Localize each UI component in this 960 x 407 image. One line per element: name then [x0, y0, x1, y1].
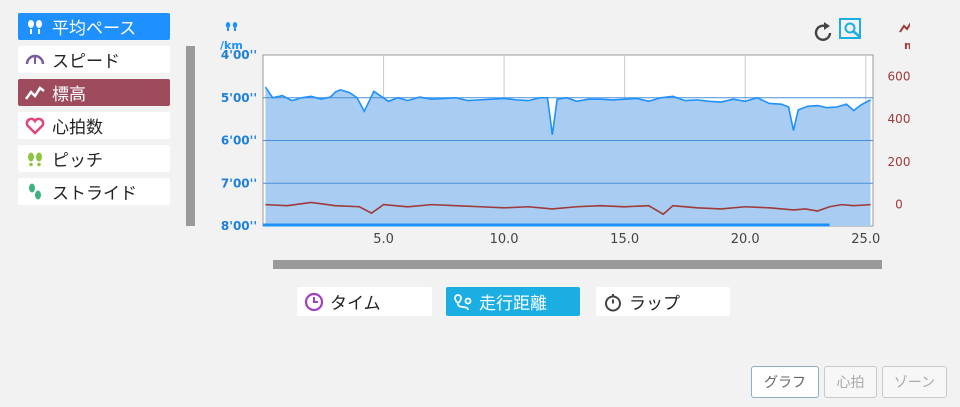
xmode-lap-button[interactable]: ラップ [596, 287, 730, 316]
route-icon [452, 291, 474, 313]
metric-cadence[interactable]: ピッチ [18, 145, 170, 172]
left-tick-label: 4'00'' [221, 48, 257, 62]
left-tick-label: 8'00'' [221, 219, 257, 233]
xmode-distance-button[interactable]: 走行距離 [446, 287, 580, 316]
right-axis-unit: m [904, 39, 910, 52]
pace-unit-icon [225, 22, 238, 31]
stopwatch-icon [602, 291, 624, 313]
left-tick-label: 6'00'' [221, 134, 257, 148]
right-tick-label: 0 [895, 198, 903, 212]
heart-icon [24, 115, 46, 137]
green-footprints-icon [24, 148, 46, 170]
pace-elevation-chart: /km m 4'00''5'00''6'00''7'00''8'00''6004… [220, 18, 910, 247]
metric-label: 標高 [52, 85, 86, 105]
speedometer-icon [24, 49, 46, 71]
metric-elevation[interactable]: 標高 [18, 79, 170, 106]
metric-label: 心拍数 [52, 118, 103, 138]
left-axis-unit: /km [220, 39, 243, 52]
metric-label: スピード [52, 52, 120, 72]
pace-line [264, 86, 871, 135]
left-tick-label: 5'00'' [221, 91, 257, 105]
right-tick-label: 400 [888, 112, 910, 126]
metric-heartrate[interactable]: 心拍数 [18, 112, 170, 139]
left-tick-label: 7'00'' [221, 176, 257, 190]
chart-axes: 4'00'' 5'00'' 6'00'' 7'00'' 8'00'' 600 400 200 0… [221, 48, 910, 247]
right-tick-label: 200 [888, 155, 910, 169]
xmode-label: 走行距離 [479, 294, 547, 314]
stride-icon [24, 181, 46, 203]
x-tick-label: 5.0 [373, 232, 394, 247]
tab-zone[interactable]: ゾーン [882, 366, 947, 398]
metric-speed[interactable]: スピード [18, 46, 170, 73]
elevation-icon [24, 82, 46, 104]
elevation-line [265, 201, 871, 216]
metric-label: ストライド [52, 184, 137, 204]
elevation-unit-icon [899, 22, 910, 33]
chart-right-unit: m [899, 22, 910, 52]
tab-graph[interactable]: グラフ [751, 366, 819, 398]
pace-area [265, 87, 871, 226]
x-tick-label: 25.0 [851, 232, 880, 247]
x-tick-label: 20.0 [731, 232, 760, 247]
x-tick-label: 15.0 [610, 232, 639, 247]
tab-heartrate[interactable]: 心拍 [824, 366, 877, 398]
metric-pace[interactable]: 平均ペース [18, 13, 170, 40]
xmode-time-button[interactable]: タイム [297, 287, 432, 316]
footprints-icon [24, 16, 46, 38]
metric-label: ピッチ [52, 151, 103, 171]
xmode-label: ラップ [629, 294, 680, 314]
clock-icon [303, 291, 325, 313]
chart-left-unit: /km [220, 22, 243, 52]
metric-stride[interactable]: ストライド [18, 178, 170, 205]
metric-label: 平均ペース [52, 19, 137, 39]
chart-scrollbar[interactable] [273, 260, 882, 269]
x-tick-label: 10.0 [490, 232, 519, 247]
reset-icon[interactable] [814, 22, 832, 41]
zoom-icon[interactable] [839, 18, 861, 39]
xmode-label: タイム [330, 294, 381, 314]
metric-scrollbar[interactable] [186, 46, 195, 226]
right-tick-label: 600 [888, 69, 910, 83]
plot-area[interactable] [262, 54, 874, 227]
